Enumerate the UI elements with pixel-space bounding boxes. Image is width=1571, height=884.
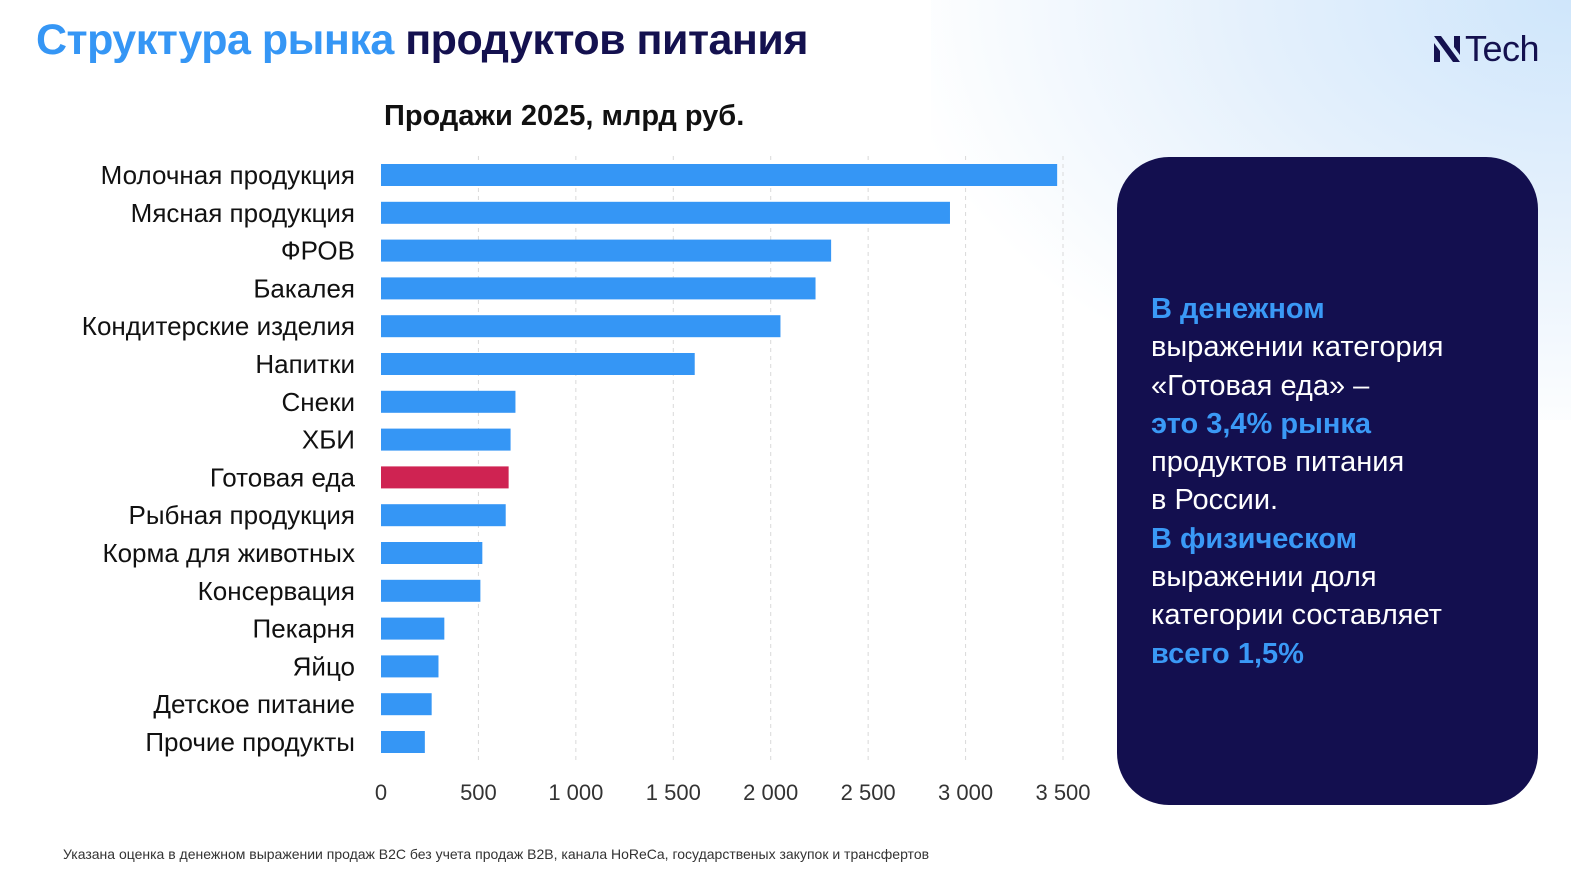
page-title: Структура рынка продуктов питания	[36, 16, 808, 65]
category-label: Рыбная продукция	[128, 500, 355, 530]
bar	[381, 693, 432, 716]
chart-title: Продажи 2025, млрд руб.	[384, 100, 745, 132]
logo-text: Tech	[1464, 28, 1540, 69]
panel-highlight-line4: это 3,4% рынка	[1151, 407, 1372, 440]
panel-line5: продуктов питания	[1151, 446, 1405, 479]
footnote: Указана оценка в денежном выражении прод…	[63, 846, 930, 862]
info-panel-text: В денежном выражении категория «Готовая …	[1151, 290, 1531, 673]
category-label: Готовая еда	[210, 462, 356, 492]
x-tick-label: 1 000	[548, 780, 603, 805]
category-label: Прочие продукты	[145, 727, 355, 757]
category-label: ФРОВ	[281, 236, 355, 266]
panel-line2: выражении категория	[1151, 331, 1444, 364]
bar	[381, 277, 816, 300]
bar	[381, 655, 439, 678]
bar	[381, 504, 506, 527]
logo: Tech	[1432, 28, 1540, 70]
panel-line9: категории составляет	[1151, 599, 1442, 632]
bar	[381, 579, 481, 602]
category-label: Молочная продукция	[101, 160, 355, 190]
bar-chart: 0 500 1 000 1 500 2 000 2 500 3 000 3 500 Молочн…	[82, 156, 1091, 805]
x-tick-label: 1 500	[646, 780, 701, 805]
page-title-part2: продуктов питания	[405, 16, 808, 64]
category-label: Пекарня	[253, 614, 355, 644]
bar	[381, 315, 781, 338]
category-label: Кондитерские изделия	[82, 311, 355, 341]
category-label: Мясная продукция	[131, 198, 355, 228]
bar	[381, 201, 950, 224]
category-label: Бакалея	[253, 273, 355, 303]
bar	[381, 239, 832, 262]
panel-line6: в России.	[1151, 484, 1279, 517]
x-tick-label: 2 500	[841, 780, 896, 805]
category-label: Напитки	[255, 349, 355, 379]
page-title-part1: Структура рынка	[36, 16, 394, 64]
logo-mark-icon	[1433, 36, 1460, 62]
category-label: Яйцо	[293, 651, 355, 681]
x-tick-label: 0	[375, 780, 387, 805]
x-tick-label: 3 500	[1035, 780, 1090, 805]
panel-highlight-line1: В денежном	[1151, 293, 1325, 325]
category-label: Детское питание	[153, 689, 355, 719]
panel-highlight-line7: В физическом	[1151, 522, 1358, 555]
bar	[381, 731, 425, 753]
category-label: Корма для животных	[102, 538, 355, 568]
x-tick-label: 3 000	[938, 780, 993, 805]
x-tick-label: 500	[460, 780, 497, 805]
bar	[381, 353, 695, 375]
panel-line8: выражении доля	[1151, 561, 1377, 594]
category-label: Консервация	[198, 576, 355, 606]
bar	[381, 466, 509, 489]
x-tick-label: 2 000	[743, 780, 798, 805]
category-label: Снеки	[282, 387, 356, 417]
bar	[381, 542, 483, 564]
category-label: ХБИ	[302, 425, 355, 455]
info-panel: В денежном выражении категория «Готовая …	[1117, 157, 1538, 805]
bar	[381, 164, 1058, 186]
bar	[381, 390, 516, 413]
panel-highlight-line10: всего 1,5%	[1151, 637, 1304, 670]
bar	[381, 617, 445, 640]
bar	[381, 428, 511, 451]
panel-line3: «Готовая еда» –	[1151, 369, 1370, 402]
